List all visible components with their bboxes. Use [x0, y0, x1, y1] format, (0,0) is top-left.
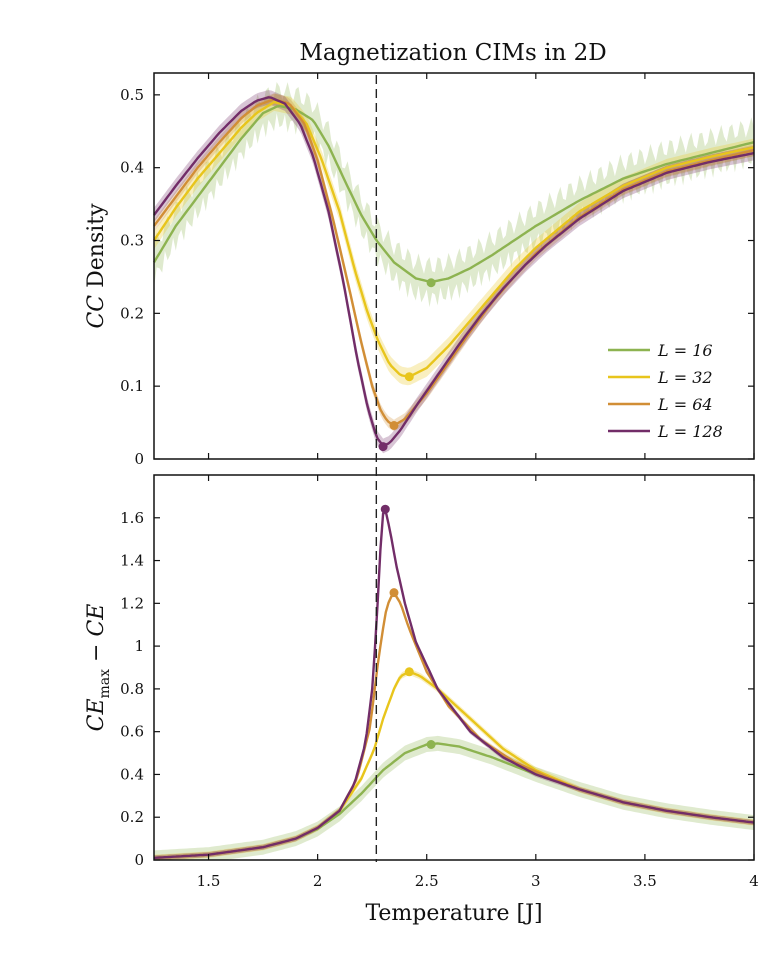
top-y-tick-label: 0.2: [120, 304, 144, 322]
bot-y-tick-label: 0.8: [120, 680, 144, 698]
x-tick-label: 2.5: [415, 872, 439, 890]
top-line-l32: [152, 100, 755, 378]
top-line-l16: [152, 104, 755, 283]
top-marker-l128: [378, 442, 388, 452]
top-y-tick-label: 0.1: [120, 377, 144, 395]
bottom-series-lines: [153, 510, 755, 860]
bot-band-l32: [154, 669, 754, 860]
bottom-plot-frame: [153, 474, 755, 861]
bot-y-tick-label: 1: [134, 637, 144, 655]
top-y-tick-label: 0: [134, 450, 144, 468]
legend-label: L = 128: [657, 422, 723, 441]
x-tick-label: 3: [531, 872, 541, 890]
bot-y-tick-label: 1.2: [120, 594, 144, 612]
bot-band-l64: [154, 590, 754, 860]
bottom-axis-ticks: 1.5 2 2.5 3 3.5 4 0 0.2 0.4 0.6 0.8 1 1.2 1.4 1.6: [120, 475, 759, 890]
bottom-peak-markers: [380, 504, 436, 749]
top-y-tick-label: 0.4: [120, 159, 144, 177]
top-plot-frame: [153, 72, 755, 460]
legend: L = 16 L = 32 L = 64 L = 128: [608, 341, 723, 441]
x-tick-label: 4: [749, 872, 759, 890]
bottom-confidence-bands: [154, 509, 754, 860]
bottom-panel: 1.5 2 2.5 3 3.5 4 0 0.2 0.4 0.6 0.8 1 1.2 1.4 1.6 CEma…: [84, 474, 759, 926]
bot-y-tick-label: 1.6: [120, 509, 144, 527]
top-marker-l64: [389, 420, 399, 430]
top-y-tick-label: 0.5: [120, 86, 144, 104]
bot-marker-l32: [404, 667, 414, 677]
legend-label: L = 32: [657, 368, 713, 387]
chart-title: Magnetization CIMs in 2D: [299, 40, 606, 66]
bot-y-tick-label: 0.6: [120, 723, 144, 741]
top-line-l128: [153, 96, 755, 448]
x-tick-label: 3.5: [633, 872, 657, 890]
top-minimum-markers: [378, 278, 436, 452]
bot-marker-l128: [380, 504, 390, 514]
bot-y-tick-label: 0.4: [120, 765, 144, 783]
bot-line-l128: [153, 510, 755, 860]
bot-y-tick-label: 1.4: [120, 552, 144, 570]
bot-line-l64: [153, 591, 755, 860]
top-panel: 00.10.20.30.40.5 L = 16L = 32L = 64L = 1…: [84, 72, 755, 468]
legend-label: L = 64: [657, 395, 713, 414]
x-axis-label: Temperature [J]: [365, 901, 542, 926]
top-y-axis-label: CC Density: [84, 203, 109, 329]
bot-y-tick-label: 0.2: [120, 808, 144, 826]
x-tick-label: 1.5: [197, 872, 221, 890]
legend-label: L = 16: [657, 341, 713, 360]
top-series-lines: [152, 96, 755, 448]
bot-marker-l64: [389, 588, 399, 598]
x-tick-label: 2: [313, 872, 323, 890]
bot-marker-l16: [426, 740, 436, 749]
top-marker-l16: [426, 278, 436, 288]
bot-band-l16: [154, 735, 754, 860]
top-marker-l32: [404, 372, 414, 382]
bot-y-tick-label: 0: [134, 851, 144, 869]
top-line-l64: [153, 98, 755, 427]
bot-line-l32: [153, 671, 755, 860]
bottom-y-axis-label: CEmax − CE: [84, 604, 113, 732]
top-y-tick-label: 0.3: [120, 232, 144, 250]
bot-line-l16: [153, 742, 755, 860]
